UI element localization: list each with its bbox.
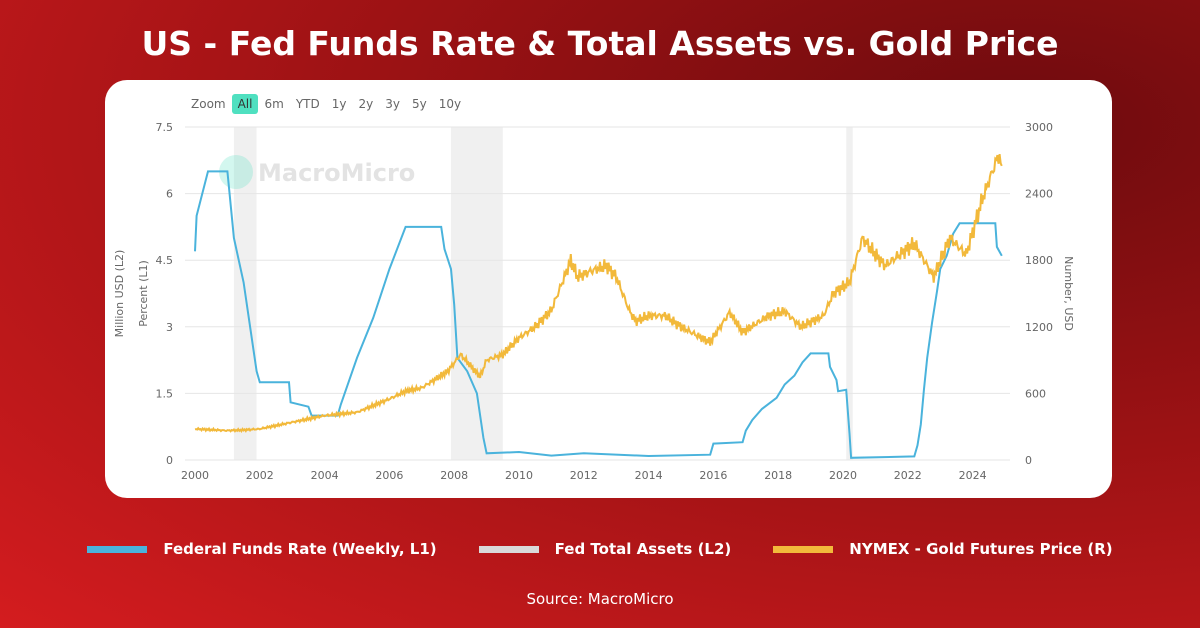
page-title: US - Fed Funds Rate & Total Assets vs. G…: [141, 24, 1059, 63]
zoom-bar: Zoom All 6m YTD 1y 2y 3y 5y 10y: [185, 94, 467, 114]
x-tick-label: 2000: [181, 469, 209, 482]
series-line-fed-funds: [194, 170, 1003, 459]
zoom-5y-button[interactable]: 5y: [411, 97, 427, 111]
recession-band: [450, 127, 503, 460]
zoom-2y-button[interactable]: 2y: [358, 97, 374, 111]
legend-item-gold[interactable]: NYMEX - Gold Futures Price (R): [773, 540, 1113, 558]
y-right-tick-label: 1800: [1025, 254, 1053, 267]
recession-band: [846, 127, 853, 460]
y-right-tick-label: 1200: [1025, 321, 1053, 334]
x-tick-label: 2022: [894, 469, 922, 482]
zoom-3y-button[interactable]: 3y: [385, 97, 400, 111]
series-line-gold: [194, 153, 1003, 433]
x-tick-label: 2006: [375, 469, 403, 482]
y-left-tick-label: 4.5: [156, 254, 174, 267]
x-tick-label: 2020: [829, 469, 857, 482]
chart-card: Zoom All 6m YTD 1y 2y 3y 5y 10y 0 0 1.5 600…: [105, 80, 1112, 498]
legend-label: Federal Funds Rate (Weekly, L1): [163, 540, 437, 558]
y-left-tick-label: 6: [166, 188, 173, 201]
y-left-axis-label-l2: Million USD (L2): [113, 250, 126, 338]
y-right-tick-label: 0: [1025, 454, 1032, 467]
y-left-tick-label: 7.5: [156, 121, 174, 134]
legend-item-fed-funds[interactable]: Federal Funds Rate (Weekly, L1): [87, 540, 437, 558]
zoom-ytd-button[interactable]: YTD: [295, 97, 320, 111]
zoom-6m-button[interactable]: 6m: [264, 97, 284, 111]
legend-label: NYMEX - Gold Futures Price (R): [849, 540, 1113, 558]
legend-swatch: [773, 545, 834, 553]
y-right-tick-label: 2400: [1025, 188, 1053, 201]
y-right-axis-label: Number, USD: [1062, 256, 1075, 331]
zoom-label: Zoom: [191, 97, 226, 111]
legend-item-total-assets[interactable]: Fed Total Assets (L2): [478, 540, 732, 558]
y-right-tick-label: 3000: [1025, 121, 1053, 134]
x-tick-label: 2002: [246, 469, 274, 482]
zoom-all-button[interactable]: All: [231, 94, 259, 114]
legend-label: Fed Total Assets (L2): [554, 540, 732, 558]
y-right-tick-label: 600: [1025, 387, 1046, 400]
x-tick-label: 2014: [635, 469, 663, 482]
x-tick-label: 2010: [505, 469, 533, 482]
chart-svg: 0 0 1.5 600 3 1200 4.5 1800 6 2400 7.5 3000 2000 2002…: [113, 121, 1075, 482]
source-note: Source: MacroMicro: [526, 590, 674, 608]
legend-swatch: [478, 545, 539, 553]
x-tick-label: 2024: [959, 469, 987, 482]
y-left-tick-label: 0: [166, 454, 173, 467]
x-tick-label: 2016: [699, 469, 727, 482]
legend-swatch: [87, 545, 148, 553]
x-tick-label: 2008: [440, 469, 468, 482]
zoom-10y-button[interactable]: 10y: [438, 97, 462, 111]
y-left-tick-label: 3: [166, 321, 173, 334]
watermark: MacroMicro: [258, 159, 415, 187]
y-left-tick-label: 1.5: [156, 387, 174, 400]
y-left-axis-label-l1: Percent (L1): [137, 260, 150, 327]
legend: Federal Funds Rate (Weekly, L1) Fed Tota…: [0, 540, 1200, 558]
zoom-1y-button[interactable]: 1y: [331, 97, 347, 111]
x-tick-label: 2004: [311, 469, 339, 482]
x-tick-label: 2012: [570, 469, 598, 482]
x-tick-label: 2018: [764, 469, 792, 482]
